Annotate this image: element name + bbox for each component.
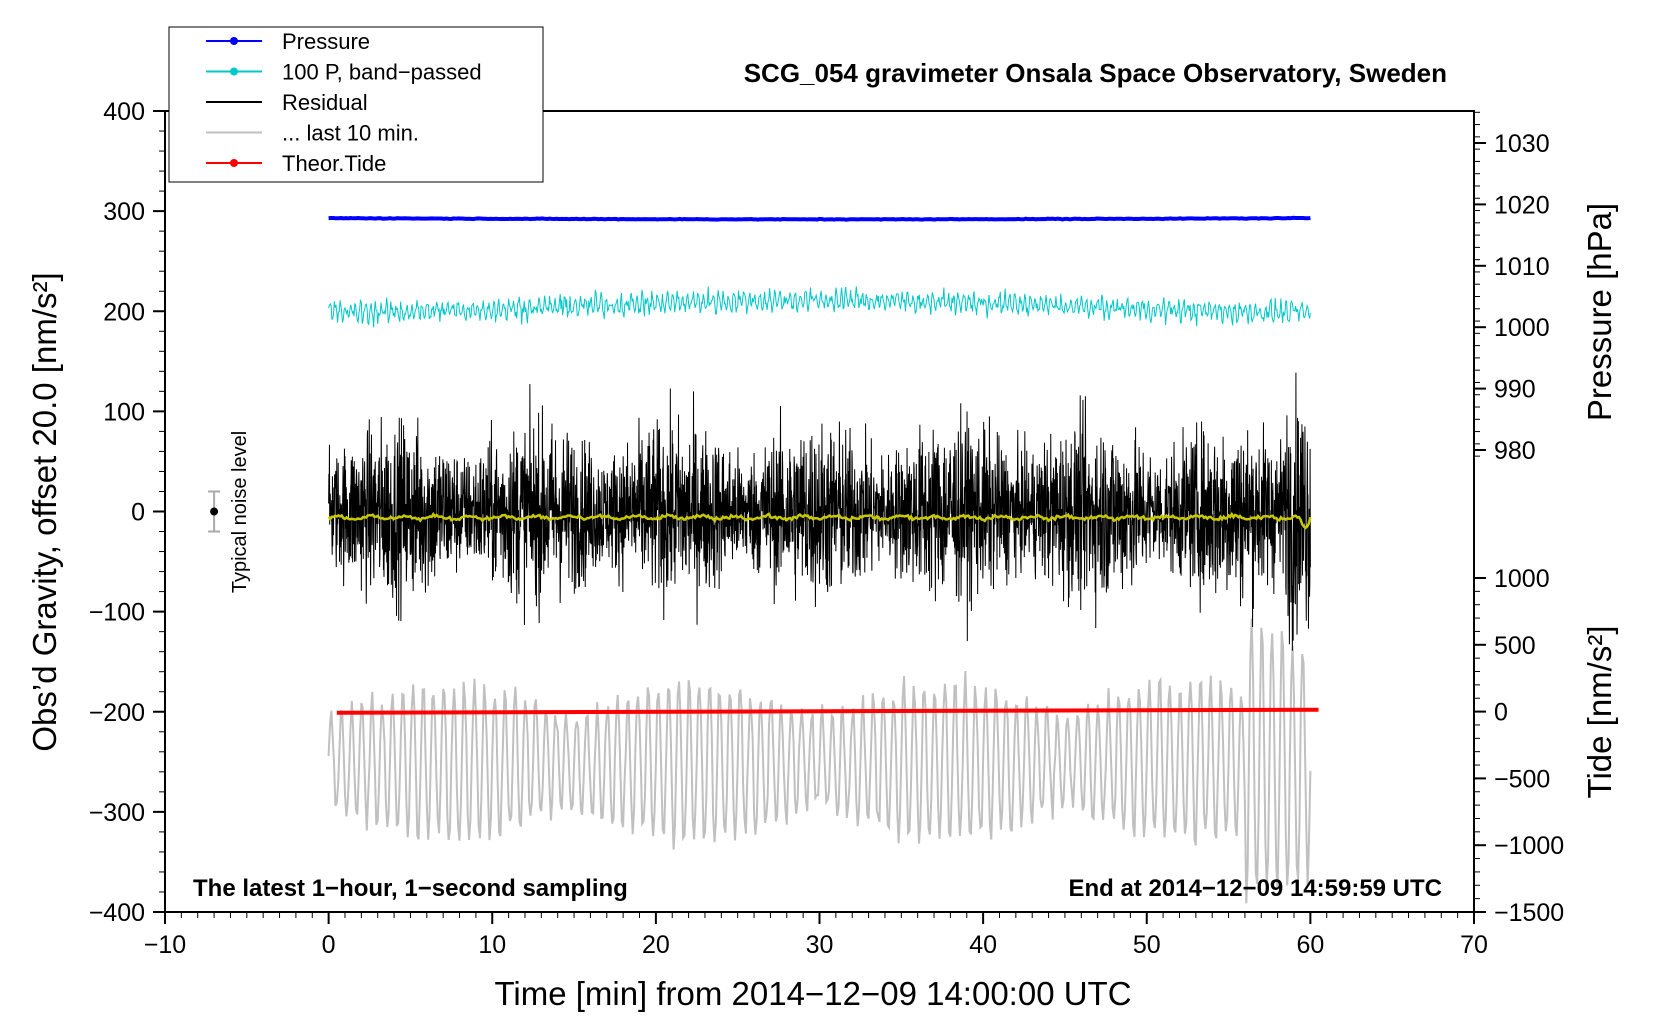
- y-axis-pressure-title: Pressure [hPa]: [1581, 203, 1618, 421]
- x-tick-label: 40: [969, 931, 997, 959]
- series-residual: [328, 372, 1311, 651]
- legend-marker: [230, 67, 238, 76]
- legend-label: Pressure: [282, 29, 370, 54]
- y-left-tick-label: 100: [103, 398, 145, 426]
- y-axis-left-title: Obs’d Gravity, offset 20.0 [nm/s²]: [26, 272, 63, 751]
- x-tick-label: 30: [806, 931, 834, 959]
- y-axis-tide: 1000 500 0 −500 −1000 −1500: [1474, 565, 1564, 927]
- legend-label: Residual: [282, 90, 368, 115]
- legend-label: Theor.Tide: [282, 151, 386, 176]
- y-left-tick-label: −200: [89, 699, 145, 727]
- legend: Pressure 100 P, band−passed Residual ... la…: [168, 26, 544, 183]
- x-tick-label: 60: [1296, 931, 1324, 959]
- x-axis: −10 0 10 20 30 40 50 60 70: [144, 912, 1488, 959]
- y-left-tick-label: 0: [131, 499, 145, 527]
- pressure-tick-label: 990: [1494, 376, 1536, 404]
- series-last-10-min: [327, 618, 1312, 904]
- noise-level-label: Typical noise level: [229, 431, 251, 593]
- y-left-tick-label: −100: [89, 599, 145, 627]
- tide-tick-label: −1000: [1494, 832, 1564, 860]
- y-left-tick-label: −400: [89, 899, 145, 927]
- y-axis-tide-title: Tide [nm/s²]: [1581, 626, 1618, 799]
- series-smoothed-residual: [327, 511, 1312, 530]
- x-tick-label: 10: [478, 931, 506, 959]
- y-left-tick-label: 300: [103, 198, 145, 226]
- legend-marker: [230, 37, 238, 45]
- x-tick-label: 20: [642, 931, 670, 959]
- y-axis-left: 400 300 200 100 0 −100 −200 −300 −400: [89, 98, 165, 927]
- tide-tick-label: 1000: [1494, 565, 1550, 593]
- legend-label: ... last 10 min.: [282, 121, 419, 146]
- x-tick-label: 0: [322, 931, 336, 959]
- noise-level-dot: [210, 507, 219, 516]
- legend-box: [168, 26, 544, 183]
- x-tick-label: −10: [144, 931, 186, 959]
- series-layer: [327, 215, 1319, 904]
- series-pressure: [328, 215, 1311, 222]
- legend-label: 100 P, band−passed: [282, 60, 482, 85]
- tide-tick-label: −1500: [1494, 899, 1564, 927]
- pressure-tick-label: 1030: [1494, 130, 1550, 158]
- noise-level-indicator: Typical noise level: [208, 431, 251, 593]
- tide-tick-label: 0: [1494, 699, 1508, 727]
- x-tick-label: 50: [1133, 931, 1161, 959]
- tide-tick-label: −500: [1494, 765, 1550, 793]
- x-axis-title: Time [min] from 2014−12−09 14:00:00 UTC: [494, 975, 1131, 1012]
- legend-marker: [230, 159, 238, 167]
- y-left-tick-label: 400: [103, 98, 145, 126]
- series-theoretical-tide: [336, 707, 1319, 715]
- x-tick-label: 70: [1460, 931, 1488, 959]
- y-left-tick-label: 200: [103, 298, 145, 326]
- pressure-tick-label: 1020: [1494, 191, 1550, 219]
- tide-tick-label: 500: [1494, 632, 1536, 660]
- y-left-tick-label: −300: [89, 799, 145, 827]
- annotation-left: The latest 1−hour, 1−second sampling: [193, 875, 628, 902]
- pressure-tick-label: 980: [1494, 437, 1536, 465]
- pressure-tick-label: 1000: [1494, 314, 1550, 342]
- y-axis-pressure: 1030 1020 1010 1000 990 980: [1474, 111, 1550, 465]
- series-band-passed-pressure: [328, 286, 1311, 328]
- pressure-tick-label: 1010: [1494, 253, 1550, 281]
- chart-title: SCG_054 gravimeter Onsala Space Observat…: [744, 58, 1447, 88]
- annotation-right: End at 2014−12−09 14:59:59 UTC: [1068, 875, 1442, 902]
